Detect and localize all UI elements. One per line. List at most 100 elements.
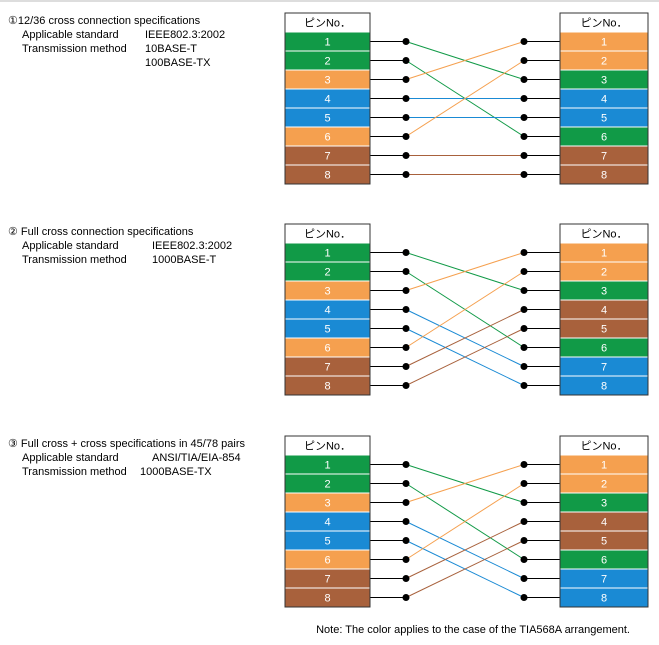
pin-label: 2	[324, 266, 330, 278]
junction	[520, 76, 528, 83]
pin-label: 6	[324, 131, 330, 143]
junction	[402, 152, 410, 159]
pin-label: 6	[601, 131, 607, 143]
wire	[405, 271, 525, 348]
junction	[520, 480, 528, 487]
junction	[520, 556, 528, 563]
junction	[520, 306, 528, 313]
pin-label: 7	[324, 573, 330, 585]
pin-label: 1	[601, 36, 607, 48]
junction	[520, 594, 528, 601]
junction	[520, 537, 528, 544]
spec-label: Transmission method	[22, 254, 127, 266]
junction	[520, 152, 528, 159]
junction	[520, 325, 528, 332]
pin-label: 2	[601, 266, 607, 278]
spec-value: 100BASE-TX	[145, 57, 211, 69]
junction	[520, 382, 528, 389]
pin-label: 1	[601, 247, 607, 259]
spec-label: Applicable standard	[22, 452, 119, 464]
junction	[402, 499, 410, 506]
pin-label: 7	[601, 573, 607, 585]
junction	[402, 518, 410, 525]
junction	[520, 114, 528, 121]
junction	[520, 249, 528, 256]
section-title: ② Full cross connection specifications	[8, 226, 194, 238]
junction	[402, 287, 410, 294]
junction	[520, 344, 528, 351]
table-border	[559, 435, 649, 608]
header-label: ピンNo．	[580, 439, 627, 452]
junction	[402, 133, 410, 140]
pin-label: 6	[324, 554, 330, 566]
table-border	[559, 223, 649, 396]
spec-label: Transmission method	[22, 43, 127, 55]
pin-label: 3	[324, 497, 330, 509]
spec-value: IEEE802.3:2002	[152, 240, 232, 252]
section-title: ③ Full cross + cross specifications in 4…	[8, 438, 245, 450]
wire	[405, 464, 525, 503]
spec-label: Applicable standard	[22, 240, 119, 252]
pin-label: 6	[601, 342, 607, 354]
header-label: ピンNo．	[304, 227, 351, 240]
pin-label: 8	[324, 169, 330, 181]
pin-label: 2	[324, 55, 330, 67]
table-border	[284, 435, 371, 608]
junction	[520, 518, 528, 525]
pin-label: 8	[601, 380, 607, 392]
header-label: ピンNo．	[580, 227, 627, 240]
section-title: ①12/36 cross connection specifications	[8, 15, 201, 27]
junction	[402, 363, 410, 370]
wire	[405, 521, 525, 579]
pin-label: 5	[324, 323, 330, 335]
junction	[402, 594, 410, 601]
junction	[402, 480, 410, 487]
pin-label: 6	[324, 342, 330, 354]
pin-label: 8	[324, 592, 330, 604]
wire	[405, 540, 525, 598]
pin-label: 8	[601, 592, 607, 604]
pin-label: 1	[324, 36, 330, 48]
junction	[520, 57, 528, 64]
pin-label: 5	[324, 535, 330, 547]
table-border	[559, 12, 649, 185]
junction	[402, 268, 410, 275]
wire	[405, 60, 525, 137]
junction	[402, 95, 410, 102]
junction	[520, 171, 528, 178]
spec-value: ANSI/TIA/EIA-854	[152, 452, 241, 464]
pin-label: 3	[601, 74, 607, 86]
pin-label: 7	[601, 361, 607, 373]
pin-label: 4	[324, 304, 330, 316]
junction	[520, 133, 528, 140]
pin-label: 7	[324, 361, 330, 373]
junction	[402, 76, 410, 83]
junction	[402, 537, 410, 544]
wire	[405, 41, 525, 80]
pin-label: 1	[601, 459, 607, 471]
junction	[520, 575, 528, 582]
pin-label: 7	[324, 150, 330, 162]
pin-label: 3	[601, 285, 607, 297]
junction	[402, 382, 410, 389]
spec-value: IEEE802.3:2002	[145, 29, 225, 41]
pin-label: 1	[324, 459, 330, 471]
spec-label: Transmission method	[22, 466, 127, 478]
junction	[402, 461, 410, 468]
pin-label: 4	[601, 93, 607, 105]
junction	[520, 287, 528, 294]
pin-label: 1	[324, 247, 330, 259]
spec-value: 1000BASE-T	[152, 254, 216, 266]
table-border	[284, 12, 371, 185]
junction	[520, 268, 528, 275]
pin-label: 4	[324, 516, 330, 528]
pin-label: 8	[324, 380, 330, 392]
pin-label: 3	[601, 497, 607, 509]
junction	[402, 325, 410, 332]
pin-label: 4	[601, 516, 607, 528]
header-label: ピンNo．	[580, 16, 627, 29]
pin-label: 5	[601, 112, 607, 124]
pin-label: 7	[601, 150, 607, 162]
wire	[405, 483, 525, 560]
